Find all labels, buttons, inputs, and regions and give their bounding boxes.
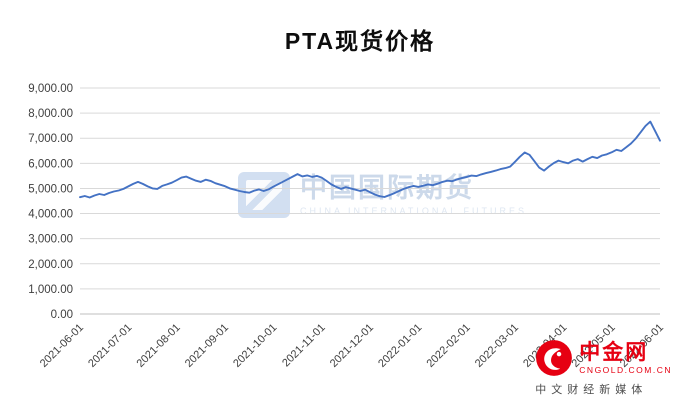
x-axis-label: 2022-02-01: [425, 322, 473, 370]
price-line: [79, 120, 661, 199]
brand-col: 中金网 CNGOLD.COM.CN: [579, 342, 672, 375]
y-axis-label: 9,000.00: [28, 83, 73, 95]
x-axis-label: 2021-12-01: [328, 322, 376, 370]
x-axis-label: 2021-09-01: [183, 322, 231, 370]
y-axis-label: 2,000.00: [28, 259, 73, 271]
x-axis-label: 2021-07-01: [86, 322, 134, 370]
y-axis-label: 8,000.00: [28, 108, 73, 120]
y-axis-label: 4,000.00: [28, 209, 73, 221]
cngold-logo-icon: [536, 340, 573, 376]
x-axis-label: 2021-08-01: [135, 322, 183, 370]
y-axis-label: 7,000.00: [28, 133, 73, 145]
y-axis-label: 5,000.00: [28, 183, 73, 195]
x-axis-label: 2021-11-01: [280, 322, 328, 370]
y-axis-label: 6,000.00: [28, 158, 73, 170]
chart-title: PTA现货价格: [284, 28, 436, 54]
x-axis-label: 2021-06-01: [38, 322, 86, 370]
x-axis-label: 2022-01-01: [376, 322, 424, 370]
cngold-brand-name: 中金网: [579, 340, 649, 364]
brand-badge: 中金网 CNGOLD.COM.CN 中文财经新媒体: [535, 339, 672, 397]
cngold-tagline: 中文财经新媒体: [535, 384, 648, 396]
cngold-domain: CNGOLD.COM.CN: [579, 364, 672, 375]
y-axis-label: 1,000.00: [28, 284, 73, 296]
y-axis-label: 0.00: [51, 309, 73, 321]
x-axis-label: 2022-03-01: [473, 322, 521, 370]
brand-top: 中金网 CNGOLD.COM.CN: [535, 339, 672, 377]
y-axis-label: 3,000.00: [28, 234, 73, 246]
x-axis-label: 2021-10-01: [231, 322, 279, 370]
